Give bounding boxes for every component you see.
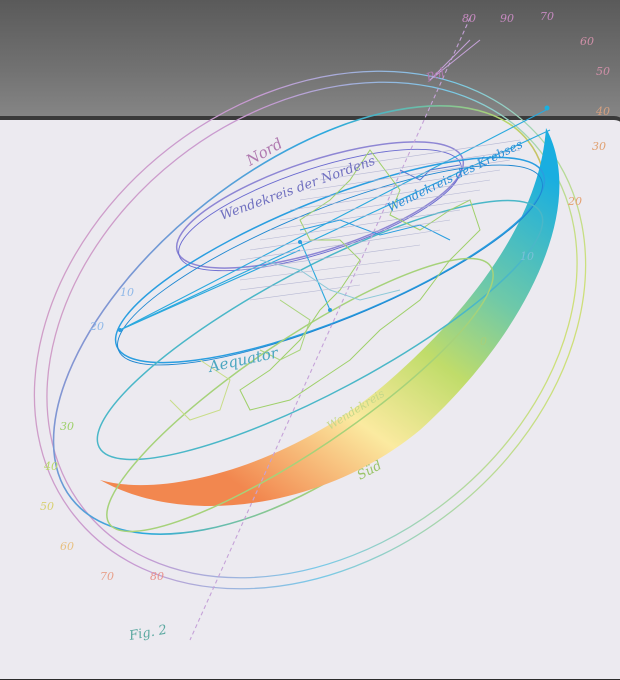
- degree-label: 40: [595, 105, 610, 118]
- degree-label: 80: [150, 570, 164, 583]
- header-band: [0, 0, 620, 128]
- degree-label: 60: [580, 35, 594, 48]
- degree-label: 20: [89, 320, 104, 333]
- degree-label: 10: [520, 250, 534, 263]
- degree-label: 30: [592, 140, 606, 153]
- degree-label: 60: [60, 540, 74, 553]
- horizon-band: [100, 128, 560, 507]
- degree-label: 40: [43, 460, 58, 473]
- globe-diagram: Nord Wendekreis der Nordens Wendekreis d…: [33, 10, 610, 645]
- degree-label: 0: [480, 335, 487, 348]
- label-north: Nord: [242, 134, 286, 170]
- label-pole: Pol: [423, 65, 446, 85]
- ring-ticks: [118, 105, 550, 332]
- degree-label: 70: [540, 10, 554, 23]
- degree-label: 80: [462, 12, 476, 25]
- degree-label: 50: [40, 500, 54, 513]
- degree-label: 20: [567, 195, 582, 208]
- label-fig: Fig. 2: [127, 623, 168, 645]
- degree-label: 10: [120, 286, 134, 299]
- label-equator: Aequator: [205, 344, 280, 377]
- content-panel: [0, 118, 620, 680]
- degree-label: 30: [60, 420, 74, 433]
- degree-label: 90: [500, 12, 514, 25]
- degree-labels: 80 90 70 60 50 40 30 20 10 0 10 20 30 40…: [40, 10, 610, 583]
- latitude-lines: [96, 141, 546, 533]
- degree-label: 70: [100, 570, 114, 583]
- hatch-region: [239, 139, 521, 301]
- degree-label: 50: [596, 65, 610, 78]
